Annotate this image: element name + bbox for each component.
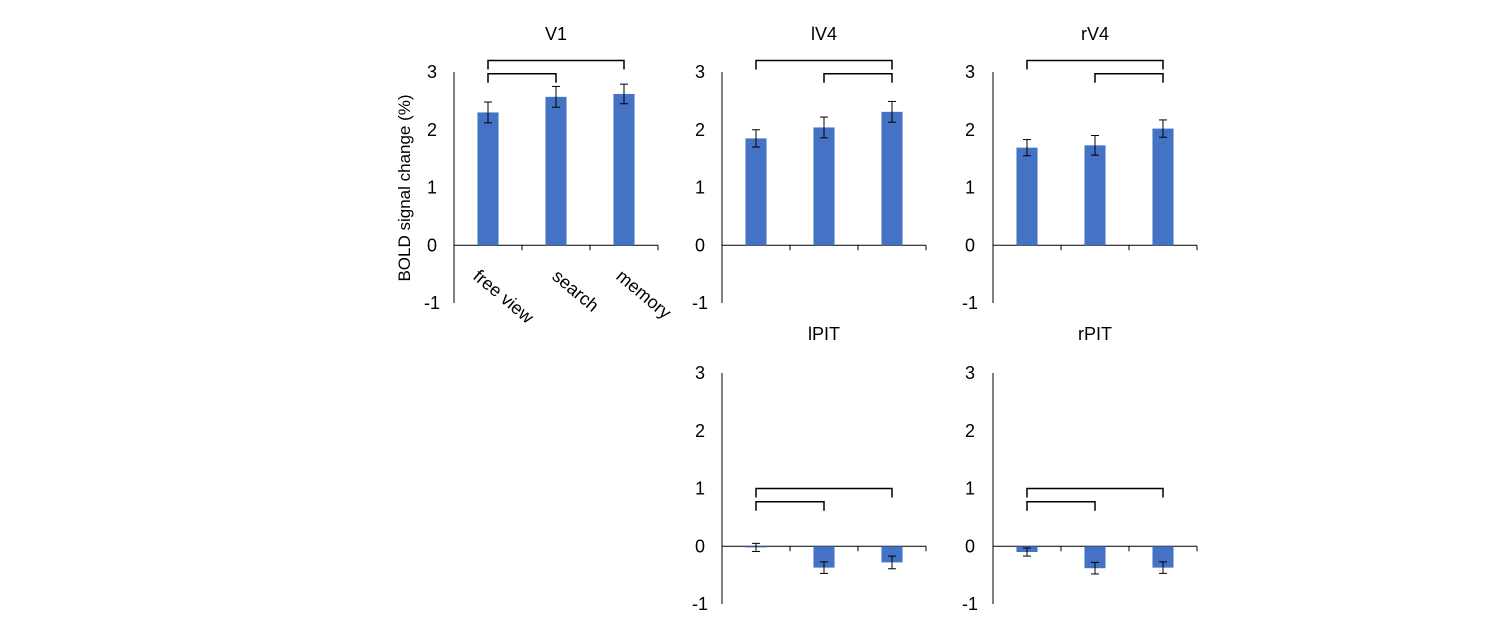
bar-v1-2 [613,93,635,246]
category-labels: free view search memory [469,266,675,328]
chart-title: lPIT [808,324,840,344]
chart-panel-rv4: rV4 3 2 1 0 -1 [962,24,1198,313]
y-axis-label: BOLD signal change (%) [395,94,414,281]
y-tick-label: 0 [965,536,975,556]
significance-bracket [755,501,825,511]
y-tick-label: 3 [965,363,975,383]
y-tick-label: -1 [962,293,978,313]
significance-bracket [823,72,893,83]
bar-lpit-1 [813,546,835,568]
y-tick-label: 2 [965,421,975,441]
y-tick-label: -1 [692,293,708,313]
bar-lv4-0 [745,138,767,246]
category-label: search [548,266,602,316]
y-tick-label: 3 [695,363,705,383]
significance-bracket [755,487,893,498]
y-tick-label: -1 [962,594,978,614]
y-tick-label: 3 [427,62,437,82]
bar-rpit-2 [1152,546,1174,568]
significance-bracket [1026,487,1164,498]
significance-bracket [487,59,625,70]
significance-bracket [755,59,893,70]
chart-title: V1 [545,24,567,44]
y-tick-label: 2 [695,120,705,140]
y-tick-label: 0 [695,536,705,556]
bar-lv4-2 [881,111,903,246]
category-label: memory [612,266,675,323]
bar-rv4-2 [1152,128,1174,246]
bar-rv4-0 [1016,147,1038,246]
significance-bracket [487,72,557,83]
y-tick-label: 0 [427,235,437,255]
y-tick-label: 2 [965,120,975,140]
category-label: free view [469,266,538,328]
y-tick-label: 1 [965,479,975,499]
y-tick-label: 1 [695,178,705,198]
y-tick-label: 1 [427,178,437,198]
y-tick-label: 1 [965,178,975,198]
y-tick-label: 1 [695,479,705,499]
significance-bracket [1094,72,1164,83]
y-tick-label: 2 [695,421,705,441]
chart-panel-lpit: lPIT 3 2 1 0 -1 [692,324,927,614]
chart-title: rPIT [1078,324,1112,344]
y-tick-label: 0 [965,235,975,255]
chart-panel-v1: V1 3 2 1 0 -1 [424,24,659,313]
chart-panel-rpit: rPIT 3 2 1 0 -1 [962,324,1198,614]
significance-bracket [1026,501,1096,511]
bar-v1-1 [545,96,567,246]
y-tick-label: 0 [695,235,705,255]
bar-lv4-1 [813,127,835,246]
y-tick-label: 2 [427,120,437,140]
bar-rpit-1 [1084,546,1106,569]
chart-title: lV4 [811,24,837,44]
bar-lpit-2 [881,546,903,563]
bar-rv4-1 [1084,145,1106,246]
chart-panels: V13210-1lV43210-1rV43210-1lPIT3210-1rPIT… [424,24,1198,614]
significance-bracket [1026,59,1164,70]
y-tick-label: 3 [965,62,975,82]
y-tick-label: 3 [695,62,705,82]
y-tick-label: -1 [692,594,708,614]
y-tick-label: -1 [424,293,440,313]
chart-panel-lv4: lV4 3 2 1 0 -1 [692,24,927,313]
chart-title: rV4 [1081,24,1109,44]
bar-v1-0 [477,112,499,246]
